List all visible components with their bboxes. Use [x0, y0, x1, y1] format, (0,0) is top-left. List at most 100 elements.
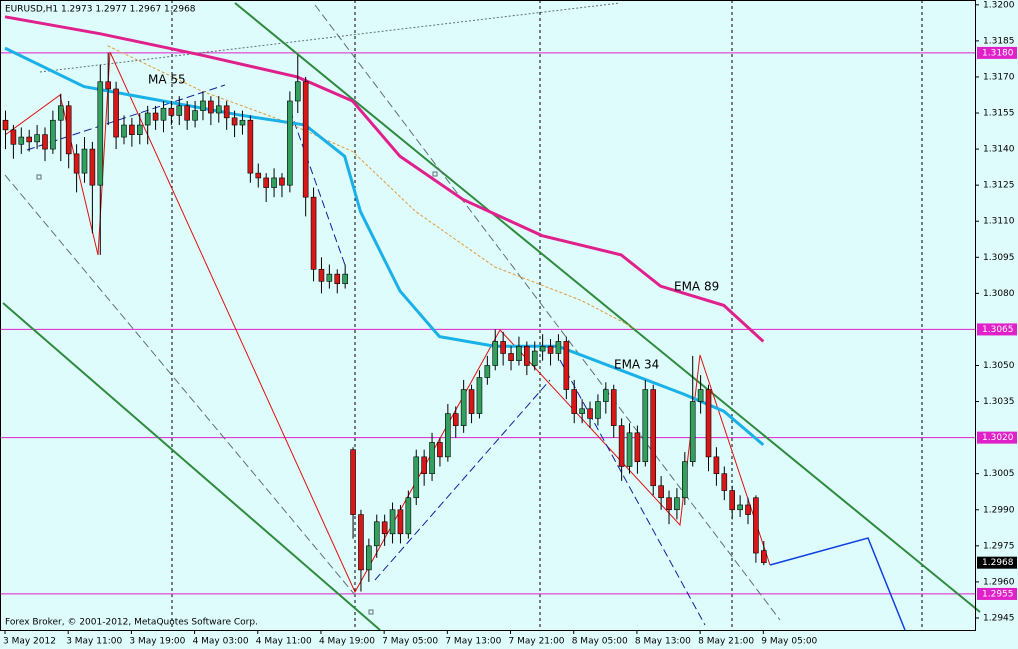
- candle-body: [682, 461, 688, 499]
- candle-body: [634, 432, 641, 462]
- x-tick-label: 4 May 03:00: [193, 637, 249, 647]
- candle-body: [761, 550, 767, 563]
- y-tick-label: 1.3185: [983, 36, 1015, 46]
- candle-body: [737, 504, 743, 511]
- level-tag-label: 1.3180: [982, 48, 1014, 58]
- projection: [769, 537, 906, 631]
- candle-body: [129, 124, 135, 135]
- candle-body: [610, 389, 617, 426]
- candle-body: [492, 341, 499, 366]
- candle-body: [26, 136, 32, 143]
- candle-body: [658, 485, 664, 499]
- candle-body: [753, 497, 759, 554]
- x-tick-label: 7 May 13:00: [445, 637, 501, 647]
- candle-body: [405, 497, 412, 535]
- candle-body: [342, 273, 348, 285]
- candle-body: [650, 389, 657, 487]
- levels: [0, 52, 975, 595]
- candle-body: [373, 521, 380, 547]
- y-tick-label: 1.2945: [983, 613, 1015, 623]
- candle-body: [721, 473, 728, 491]
- candle-body: [697, 389, 704, 402]
- candle-body: [381, 521, 388, 535]
- plot-frame: [0, 0, 976, 631]
- candle-body: [397, 509, 404, 535]
- trendline: [289, 109, 346, 266]
- y-tick-label: 1.2990: [983, 505, 1015, 515]
- candle-body: [539, 345, 546, 352]
- candle-body: [484, 365, 491, 378]
- candle-body: [547, 345, 554, 354]
- candle-body: [460, 389, 467, 426]
- candle-body: [571, 389, 578, 414]
- trendline: [559, 359, 706, 626]
- candle-body: [587, 408, 593, 419]
- candle-body: [358, 514, 364, 571]
- candle-body: [231, 117, 238, 126]
- y-tick-label: 1.3050: [983, 361, 1015, 371]
- price-tag: [977, 556, 1017, 569]
- candle-body: [223, 105, 230, 119]
- x-tick-label: 4 May 11:00: [256, 637, 312, 647]
- footer: Forex Broker, © 2001-2012, MetaQuotes So…: [5, 618, 258, 628]
- trendline: [314, 4, 781, 621]
- candle-body: [302, 81, 309, 198]
- candle-body: [476, 377, 483, 414]
- candle-body: [531, 350, 538, 366]
- candle-body: [2, 119, 9, 131]
- trendline: [2, 302, 381, 631]
- candle-body: [287, 100, 293, 186]
- candle-body: [160, 107, 167, 121]
- candle-body: [452, 413, 459, 426]
- candle-body: [642, 389, 649, 462]
- candle-body: [563, 341, 570, 390]
- y-tick-label: 1.3170: [983, 72, 1015, 82]
- x-tick-label: 9 May 05:00: [761, 637, 817, 647]
- axes: 1.3200 1.3185 1.3170 1.3155 1.3140 1.3125 1.31…: [3, 0, 1017, 647]
- candle-body: [689, 401, 696, 462]
- trendline: [234, 2, 981, 613]
- candle-body: [468, 389, 475, 414]
- y-tick-label: 1.2975: [983, 541, 1015, 551]
- y-tick-label: 1.3200: [983, 0, 1015, 10]
- anchor: [36, 174, 42, 180]
- candle-body: [626, 432, 633, 467]
- candle-body: [144, 112, 151, 126]
- level-tag-label: 1.2955: [982, 589, 1014, 599]
- candle-body: [389, 509, 396, 535]
- candle-body: [10, 129, 17, 145]
- candle-body: [136, 124, 143, 135]
- x-tick-label: 3 May 11:00: [66, 637, 122, 647]
- y-tick-label: 1.3155: [983, 109, 1015, 119]
- x-tick-label: 8 May 13:00: [635, 637, 691, 647]
- candle-body: [81, 148, 88, 174]
- ma-label: MA 55: [148, 73, 186, 87]
- candle-body: [666, 497, 672, 511]
- x-tick-label: 7 May 05:00: [382, 637, 438, 647]
- candle-body: [745, 504, 751, 515]
- y-tick-label: 1.2960: [983, 577, 1015, 587]
- candle-body: [318, 269, 325, 282]
- candle-body: [239, 119, 246, 126]
- candle-body: [326, 273, 333, 282]
- candle-body: [255, 172, 262, 179]
- candle-body: [42, 134, 48, 150]
- candle-body: [168, 107, 175, 116]
- trendline: [374, 379, 551, 581]
- candle-body: [57, 105, 64, 121]
- candle-body: [334, 273, 341, 285]
- candle-body: [152, 112, 159, 121]
- x-tick-label: 3 May 2012: [3, 637, 56, 647]
- anchor: [432, 171, 438, 177]
- candle-body: [113, 88, 119, 138]
- y-tick-label: 1.3140: [983, 145, 1015, 155]
- candle-body: [215, 105, 222, 114]
- trendline: [39, 2, 621, 73]
- x-tick-label: 7 May 21:00: [509, 637, 565, 647]
- candle-body: [413, 456, 420, 499]
- moving-average: [4, 15, 765, 343]
- y-tick-label: 1.3095: [983, 253, 1015, 263]
- candle-body: [429, 442, 435, 475]
